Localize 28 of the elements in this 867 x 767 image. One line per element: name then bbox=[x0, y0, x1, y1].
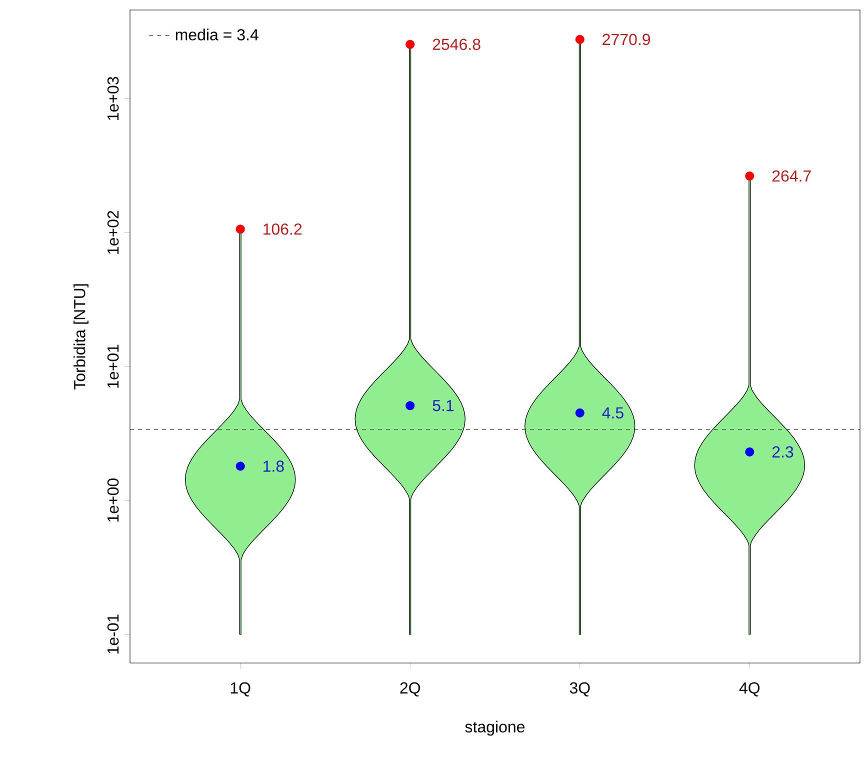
y-tick-label: 1e-01 bbox=[107, 614, 119, 654]
y-tick-label: 1e+03 bbox=[107, 76, 119, 120]
x-axis-title: stagione bbox=[465, 720, 525, 736]
x-tick-label: 1Q bbox=[230, 682, 250, 696]
point bbox=[406, 401, 415, 410]
data-label: 264.7 bbox=[772, 170, 811, 182]
data-label: 2770.9 bbox=[602, 34, 650, 46]
data-label: 2546.8 bbox=[432, 38, 480, 50]
x-tick-label: 3Q bbox=[570, 682, 590, 696]
data-label: 1.8 bbox=[264, 460, 284, 472]
y-tick-label: 1e+02 bbox=[107, 210, 119, 254]
y-tick-label: 1e+00 bbox=[107, 478, 119, 522]
point bbox=[745, 171, 754, 181]
data-label: 5.1 bbox=[432, 400, 454, 412]
data-label: 4.5 bbox=[602, 407, 624, 418]
point bbox=[575, 408, 584, 418]
data-label: 2.3 bbox=[772, 446, 794, 458]
point bbox=[406, 40, 415, 49]
point bbox=[236, 224, 245, 234]
legend-label: media = 3.4 bbox=[176, 28, 258, 40]
point bbox=[745, 447, 754, 456]
point bbox=[236, 462, 245, 471]
data-label: 106.2 bbox=[264, 223, 302, 235]
y-axis-title: Torbidita [NTU] bbox=[74, 284, 88, 390]
x-tick-label: 2Q bbox=[400, 682, 420, 696]
x-tick-label: 4Q bbox=[739, 682, 760, 696]
point bbox=[575, 34, 584, 44]
y-tick-label: 1e+01 bbox=[107, 344, 119, 388]
